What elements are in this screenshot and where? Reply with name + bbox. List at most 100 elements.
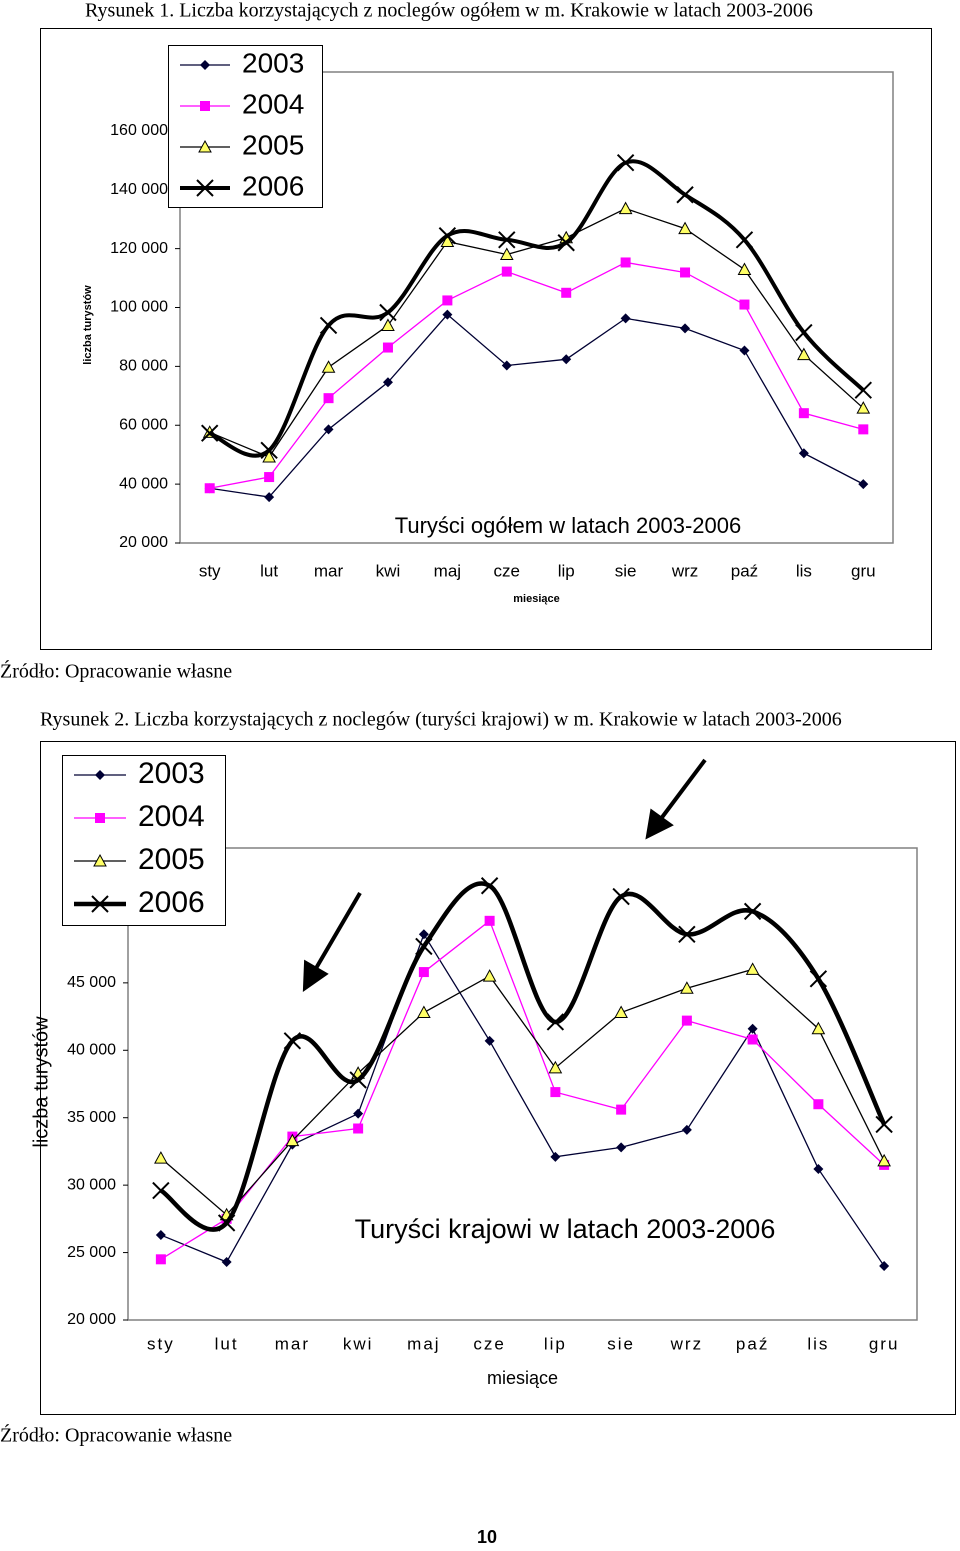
marker-diamond [442, 309, 453, 320]
marker-triangle [440, 234, 455, 248]
x-tick-label: cze [494, 561, 520, 580]
y-tick-label: 30 000 [67, 1176, 116, 1193]
y-tick-label: 20 000 [67, 1311, 116, 1328]
marker-triangle [811, 1021, 826, 1035]
marker-diamond [813, 1163, 824, 1174]
marker-diamond [418, 929, 429, 940]
x-tick-label: sty [199, 561, 221, 580]
marker-diamond [484, 1035, 495, 1046]
marker-x [217, 1214, 236, 1232]
marker-square [616, 1104, 627, 1115]
marker-triangle [797, 347, 811, 361]
marker-diamond [739, 345, 750, 356]
marker-x [283, 1032, 302, 1050]
marker-square [681, 1015, 692, 1026]
series-line [209, 261, 864, 489]
x-tick-label: lut [215, 1334, 239, 1353]
legend-marker [95, 813, 105, 823]
marker-triangle [262, 449, 276, 463]
marker-x [201, 424, 219, 442]
x-tick-label: kwi [376, 561, 401, 580]
y-tick-label: 25 000 [67, 1244, 116, 1261]
x-tick-label: wrz [671, 561, 698, 580]
marker-diamond [264, 492, 275, 503]
x-tick-label: mar [314, 561, 344, 580]
marker-x [616, 153, 635, 172]
marker-square [353, 1123, 364, 1134]
marker-diamond [501, 360, 512, 371]
x-tick-label: paź [731, 561, 758, 580]
marker-square [418, 967, 429, 978]
x-axis-label: miesiące [513, 593, 559, 605]
marker-square [323, 393, 334, 404]
marker-triangle [482, 969, 497, 982]
marker-diamond [561, 354, 572, 365]
marker-square [501, 266, 512, 277]
x-tick-label: lip [558, 561, 575, 580]
chart-frame [40, 28, 932, 650]
marker-diamond [858, 479, 869, 490]
x-tick-label: sie [615, 561, 637, 580]
x-tick-label: kwi [343, 1334, 374, 1353]
marker-diamond [798, 448, 809, 459]
marker-x [735, 231, 754, 249]
x-tick-label: paź [736, 1334, 769, 1353]
legend-label: 2003 [242, 47, 304, 78]
y-tick-label: 35 000 [67, 1109, 116, 1126]
marker-triangle [499, 247, 514, 261]
x-tick-label: maj [407, 1334, 440, 1353]
marker-triangle [548, 1060, 563, 1074]
page-number: 10 [477, 1527, 497, 1546]
marker-diamond [353, 1108, 364, 1119]
marker-x [678, 925, 696, 944]
marker-square [550, 1087, 561, 1098]
marker-square [813, 1099, 824, 1110]
marker-diamond [323, 424, 334, 435]
legend-label: 2004 [138, 800, 205, 833]
marker-square [204, 483, 215, 494]
legend-marker [91, 895, 109, 913]
legend-label: 2005 [242, 129, 304, 160]
x-tick-label: sty [147, 1334, 175, 1353]
marker-diamond [747, 1023, 758, 1034]
x-tick-label: gru [869, 1334, 900, 1353]
y-tick-label: 45 000 [67, 974, 116, 991]
figure-source: Źródło: Opracowanie własne [0, 1424, 232, 1447]
y-axis-label: liczba turystów [30, 1016, 52, 1148]
marker-x [854, 381, 872, 399]
marker-diamond [616, 1142, 627, 1153]
chart-title: Turyści krajowi w latach 2003-2006 [355, 1214, 776, 1244]
legend-box [168, 45, 323, 208]
figure-caption: Rysunek 2. Liczba korzystających z nocle… [40, 709, 842, 731]
legend-marker [200, 60, 210, 70]
legend-box [62, 755, 226, 926]
legend-marker [95, 770, 105, 780]
legend-label: 2006 [242, 170, 304, 201]
marker-x [875, 1115, 893, 1134]
marker-x [612, 887, 630, 906]
y-tick-label: 100 000 [110, 299, 168, 316]
x-tick-label: cze [473, 1334, 505, 1353]
y-tick-label: 40 000 [119, 475, 168, 492]
x-tick-label: lut [260, 561, 278, 580]
arrow [302, 758, 707, 992]
marker-diamond [550, 1151, 561, 1162]
legend-label: 2004 [242, 88, 304, 119]
marker-x [743, 902, 762, 921]
plot-area [127, 847, 918, 1321]
marker-square [484, 915, 495, 926]
marker-triangle [877, 1153, 891, 1167]
series-line [160, 932, 885, 1267]
x-tick-label: maj [434, 561, 461, 580]
marker-x [152, 1181, 170, 1200]
marker-triangle [321, 360, 336, 373]
marker-triangle [856, 401, 871, 414]
marker-triangle [417, 1005, 431, 1019]
legend-marker [93, 853, 107, 867]
marker-square [561, 287, 572, 298]
marker-x [498, 231, 516, 249]
marker-square [155, 1254, 166, 1265]
series-line [160, 968, 885, 1216]
marker-square [264, 472, 275, 483]
